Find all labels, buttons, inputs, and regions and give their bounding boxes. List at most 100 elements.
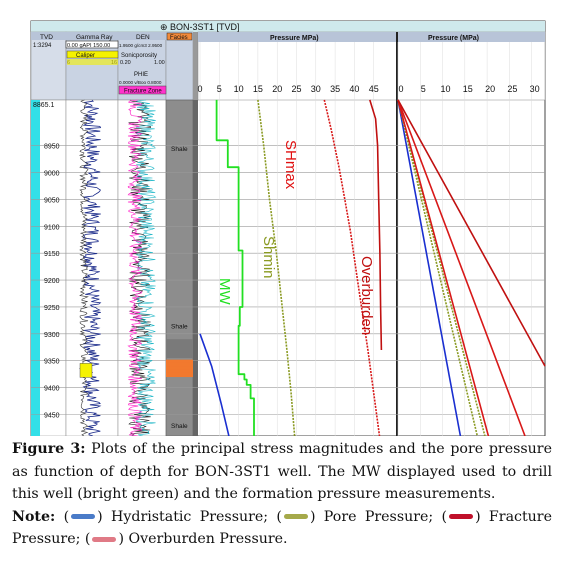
tvd-cyan-strip [31, 100, 40, 436]
legend-open: ( [80, 531, 91, 547]
caliper-washout [79, 363, 93, 378]
caliper-curve [78, 99, 89, 437]
pressure-tick-label: 20 [485, 84, 495, 94]
depth-tick-label: 9150 [44, 251, 60, 258]
facies-band [166, 369, 193, 374]
panel1-title: Pressure MPa) [270, 35, 319, 42]
depth-tick-label: 9400 [44, 386, 60, 393]
legend-swatch [71, 514, 96, 519]
legend-text: ) Overburden Pressure. [118, 531, 288, 547]
pressure-tick-label: 25 [507, 84, 517, 94]
series-overburden-right [397, 99, 546, 367]
well-title: ⊕ BON-3ST1 [TVD] [160, 22, 240, 32]
depth-top-label: 8865.1 [33, 102, 55, 109]
legend-text: ) Pore Pressure; [309, 508, 434, 525]
facies-band [166, 362, 193, 368]
series-mw-left [215, 99, 255, 436]
legend-swatch [449, 514, 474, 519]
facies-label: Shale [171, 146, 188, 153]
facies-band [166, 366, 193, 371]
depth-tick-label: 9250 [44, 305, 60, 312]
sonic-high: 1.00 [154, 60, 165, 66]
phie-label: PHIE [134, 72, 148, 78]
facies-band [166, 359, 193, 365]
title-bar [31, 21, 545, 32]
legend-text: ) Fracture Pressure; [12, 508, 552, 548]
pressure-tick-label: 30 [530, 84, 540, 94]
series-overburden-left [369, 99, 383, 351]
tvd-header: TVD [40, 34, 53, 41]
legend-open: ( [268, 508, 282, 525]
facies-dark-zone [166, 339, 193, 359]
phie-range: 0.0000 v/Boo 0.8000 [119, 80, 162, 85]
legend-open: ( [433, 508, 448, 525]
facies-header: Facies [170, 35, 188, 41]
caliper-label: Caliper [76, 53, 95, 59]
pressure-tick-label: 0 [197, 84, 202, 94]
pressure-tick-label: 5 [421, 84, 426, 94]
caption-legend: () Hydristatic Pressure; () Pore Pressur… [12, 509, 552, 548]
depth-tick-label: 9050 [44, 197, 60, 204]
legend-swatch [283, 514, 308, 519]
sonic-label: Sonicporosity [121, 53, 157, 59]
pressure-tick-label: 0 [398, 84, 403, 94]
pressure-tick-label: 15 [253, 84, 263, 94]
depth-tick-label: 9200 [44, 278, 60, 285]
caption-figure-label: Figure 3: [12, 441, 86, 457]
pressure-tick-label: 30 [311, 84, 321, 94]
annotation-shmax: SHmax [282, 140, 299, 190]
facies-band [166, 372, 193, 378]
depth-tick-labels: 8865.1 8950 9000 9050 9100 9150 9200 9250 9300 93… [33, 102, 60, 419]
pressure-series [199, 99, 546, 437]
pressure-tick-label: 10 [234, 84, 244, 94]
well-log-figure: ⊕ BON-3ST1 [TVD] TVD 1:3294 Gamma Ray 0.… [30, 20, 546, 437]
pressure-tick-label: 20 [272, 84, 282, 94]
panel2-title: Pressure (MPa) [428, 35, 479, 42]
tvd-scale: 1:3294 [33, 43, 52, 49]
legend-swatch [92, 536, 117, 542]
gamma-ray-curve [82, 99, 102, 437]
sonic-porosity-curve [135, 99, 157, 437]
pressure-tick-label: 45 [369, 84, 379, 94]
depth-tick-label: 9450 [44, 412, 60, 419]
pressure-tick-labels: 0 5 10 15 20 25 30 35 40 45 0 5 10 15 20 25 30 [197, 84, 539, 94]
fracture-zone-box [118, 85, 167, 95]
series-pore-left [257, 99, 296, 437]
pressure-tick-label: 40 [349, 84, 359, 94]
figure-caption: Figure 3: Plots of the principal stress … [12, 438, 552, 551]
facies-track [165, 99, 194, 437]
depth-tick-label: 9100 [44, 224, 60, 231]
log-curves [78, 99, 157, 437]
annotation-mw: MW [216, 278, 233, 305]
pressure-tick-label: 15 [463, 84, 473, 94]
caption-text: Plots of the principal stress magnitudes… [12, 441, 552, 502]
facies-label: Shale [171, 423, 188, 430]
den-range: 1.9500 g/cm3 2.9500 [119, 43, 163, 48]
gamma-header: Gamma Ray [76, 34, 113, 41]
series-hydro-right [397, 99, 462, 437]
series-frac-right [397, 99, 526, 437]
depth-gridlines [31, 42, 545, 436]
pressure-tick-label: 5 [217, 84, 222, 94]
facies-label: Shale [171, 323, 188, 330]
gamma-range: 0.00 gAPI 150.00 [67, 43, 110, 49]
den-header: DEN [136, 34, 150, 41]
depth-tick-label: 9300 [44, 332, 60, 339]
pressure-tick-label: 35 [330, 84, 340, 94]
sonic-low: 0.20 [120, 60, 131, 66]
series-frac-right [397, 99, 490, 437]
depth-tick-label: 9000 [44, 171, 60, 178]
fracture-zone-label: Fracture Zone [124, 89, 162, 95]
caption-note-label: Note: [12, 508, 56, 525]
caliper-box [66, 50, 119, 59]
depth-tick-label: 9350 [44, 359, 60, 366]
series-frac-left [323, 99, 381, 437]
pressure-tick-label: 10 [441, 84, 451, 94]
series-hydro-left [199, 333, 230, 437]
pressure-tick-label: 25 [291, 84, 301, 94]
facies-column: Shale Shale Shale [166, 146, 193, 430]
den-track [117, 99, 167, 437]
depth-tick-label: 8950 [44, 144, 60, 151]
legend-open: ( [55, 508, 70, 525]
